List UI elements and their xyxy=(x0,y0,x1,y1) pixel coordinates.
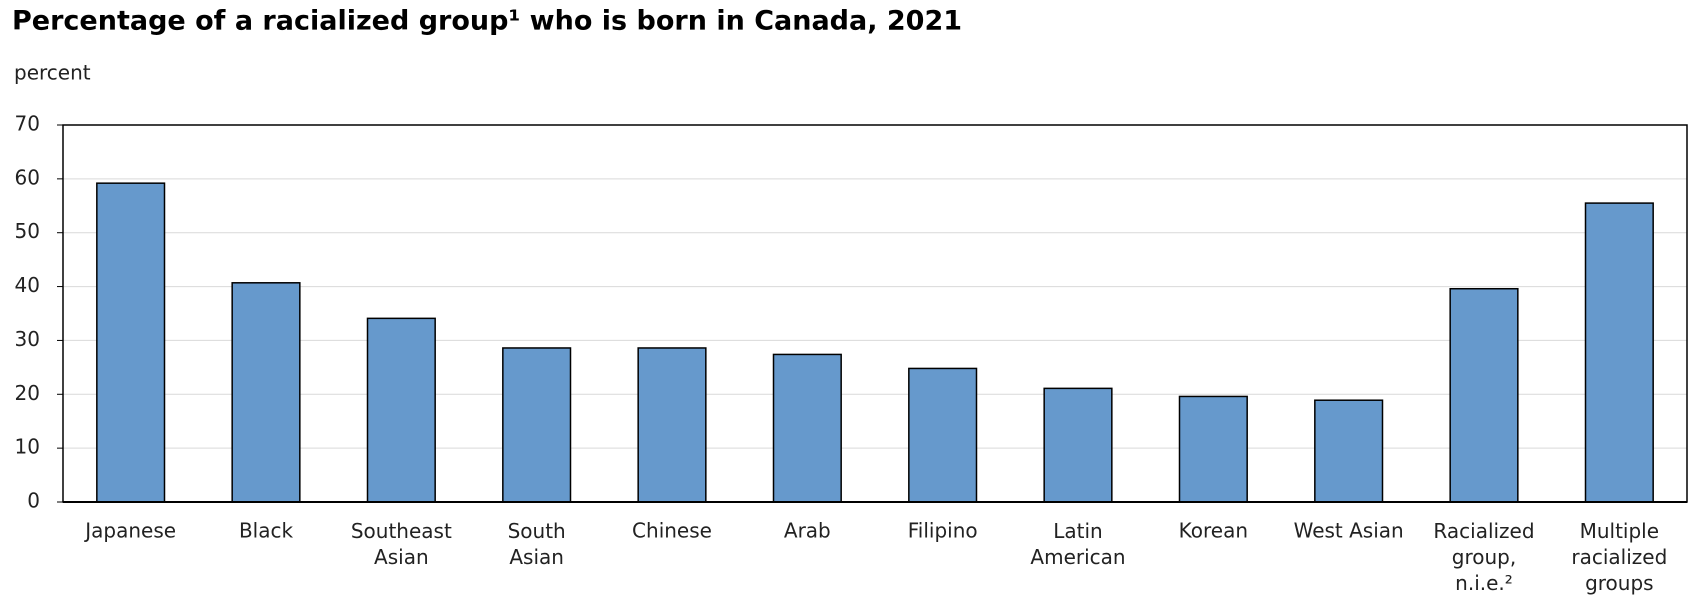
x-tick-label: Racialized group, n.i.e.² xyxy=(1433,519,1534,595)
bar xyxy=(502,347,572,503)
bar xyxy=(772,353,842,503)
x-tick-label: Chinese xyxy=(632,519,712,543)
bar xyxy=(231,282,301,503)
y-tick-label: 10 xyxy=(15,435,40,459)
x-tick-label: Southeast Asian xyxy=(351,519,452,569)
y-tick-label: 70 xyxy=(15,112,40,136)
x-tick-label: Multiple racialized groups xyxy=(1571,519,1667,595)
x-tick-label: Japanese xyxy=(83,519,176,543)
y-tick-label: 30 xyxy=(15,327,40,351)
y-axis-label: percent xyxy=(14,61,91,85)
plot-frame xyxy=(62,124,1688,503)
x-tick-label: Arab xyxy=(784,519,831,543)
x-tick-label: Black xyxy=(239,519,294,543)
y-tick-label: 60 xyxy=(15,165,40,189)
chart-title: Percentage of a racialized group¹ who is… xyxy=(12,6,962,37)
bar xyxy=(1178,395,1248,503)
x-tick-label: Filipino xyxy=(908,519,978,543)
bar xyxy=(1449,287,1519,503)
x-tick-label: Korean xyxy=(1179,519,1248,543)
y-tick-label: 50 xyxy=(15,219,40,243)
x-tick-label: Latin American xyxy=(1030,519,1125,569)
bar xyxy=(1314,399,1384,503)
y-tick-label: 0 xyxy=(27,489,40,513)
y-tick-label: 40 xyxy=(15,273,40,297)
bar xyxy=(96,182,166,503)
bar xyxy=(1584,202,1654,503)
bar xyxy=(908,367,978,503)
x-tick-label: South Asian xyxy=(508,519,566,569)
x-tick-label: West Asian xyxy=(1294,519,1404,543)
bar xyxy=(366,317,436,503)
bar xyxy=(637,347,707,503)
y-tick-label: 20 xyxy=(15,381,40,405)
bar xyxy=(1043,387,1113,503)
